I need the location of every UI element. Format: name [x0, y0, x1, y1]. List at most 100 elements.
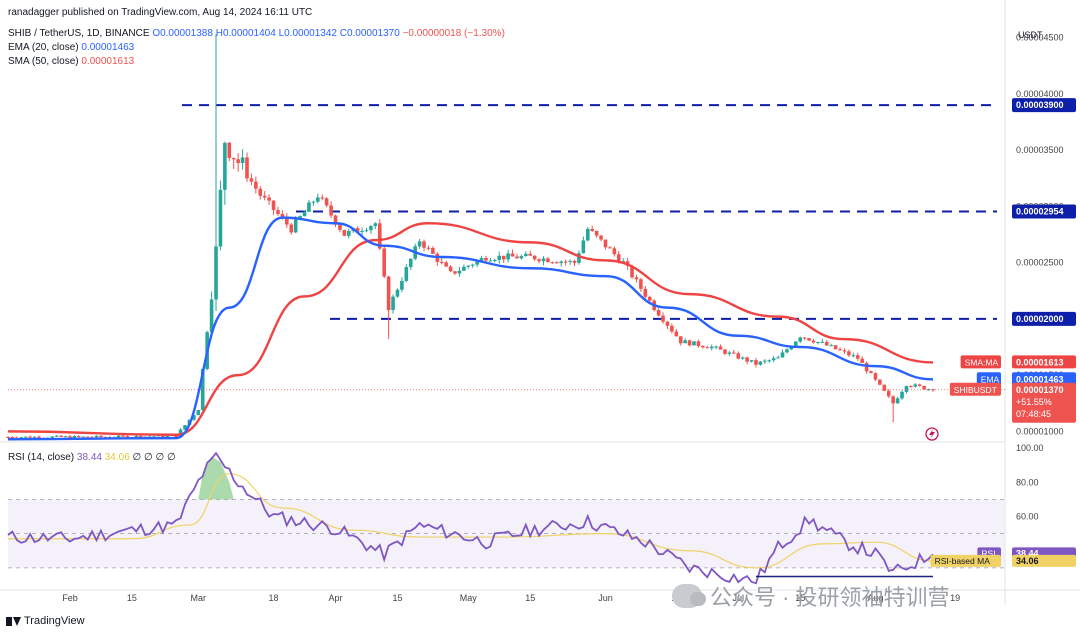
rsi-tag-name-bg: [930, 554, 1001, 567]
candle-body: [271, 200, 276, 211]
candle-body: [466, 265, 471, 267]
candle-body: [373, 223, 378, 227]
rsi-legend[interactable]: RSI (14, close) 38.44 34.06 ∅ ∅ ∅ ∅: [8, 452, 176, 463]
rsi-label: RSI (14, close): [8, 452, 75, 463]
sma50-line: [7, 222, 934, 436]
candle-body: [147, 436, 152, 438]
candle-body: [647, 296, 652, 301]
candle-body: [152, 436, 156, 438]
candle-body: [639, 279, 643, 289]
candle-body: [316, 197, 320, 202]
candle-body: [19, 437, 24, 439]
candle-body: [599, 235, 603, 240]
sma-value: 0.00001613: [81, 56, 135, 67]
rsi-tag-name: RSI: [981, 548, 995, 558]
lightning-icon: [925, 427, 939, 441]
candle-body: [267, 197, 271, 201]
candle-body: [563, 261, 568, 263]
candle-body: [395, 289, 400, 297]
candle-body: [559, 261, 564, 264]
rsi-tag-value: 38.44: [1016, 548, 1039, 558]
candle-body: [749, 360, 754, 362]
candle-body: [497, 255, 502, 260]
rsi-value: 38.44: [76, 452, 102, 463]
candle-body: [59, 435, 63, 437]
candle-body: [431, 247, 435, 254]
sma-legend[interactable]: SMA (50, close) 0.00001613: [8, 56, 134, 67]
candle-body: [838, 349, 842, 351]
candle-body: [550, 262, 555, 264]
candle-body: [555, 262, 559, 264]
candle-body: [763, 360, 767, 362]
ema-legend[interactable]: EMA (20, close) 0.00001463: [8, 42, 134, 53]
candle-body: [524, 253, 528, 257]
candle-body: [196, 410, 201, 416]
candle-body: [245, 157, 249, 179]
candle-body: [661, 315, 665, 322]
candle-body: [740, 357, 745, 359]
candle-body: [656, 310, 661, 316]
time-tick-label: 15: [392, 593, 402, 603]
time-tick-label: Jun: [598, 593, 613, 603]
price-tag-bg: [1012, 372, 1076, 386]
candle-body: [223, 142, 227, 190]
rsi-tick-label: 60.00: [1016, 512, 1039, 522]
rsi-line: [7, 451, 934, 585]
candle-body: [227, 142, 232, 158]
candle-body: [754, 360, 758, 365]
candle-body: [816, 341, 820, 343]
symbol-name[interactable]: SHIB / TetherUS, 1D, BINANCE: [8, 28, 150, 39]
candle-body: [444, 262, 448, 267]
candle-body: [453, 271, 457, 274]
candle-body: [28, 436, 32, 438]
time-tick-label: Feb: [62, 593, 78, 603]
candle-body: [54, 435, 59, 437]
candle-body: [909, 386, 913, 388]
symbol-legend: SHIB / TetherUS, 1D, BINANCE O0.00001388…: [8, 28, 505, 39]
candle-body: [714, 346, 718, 348]
candle-body: [926, 389, 931, 391]
candle-body: [377, 223, 382, 249]
candle-body: [134, 435, 139, 438]
level-tag: [1012, 98, 1076, 113]
candle-body: [329, 205, 333, 216]
candle-body: [50, 436, 55, 438]
candle-body: [922, 385, 926, 390]
tradingview-logo[interactable]: TradingView: [6, 615, 85, 627]
rsi-extra: ∅ ∅ ∅ ∅: [132, 452, 176, 463]
candle-body: [161, 435, 165, 438]
candle-body: [400, 280, 404, 290]
price-tag-name-bg: [949, 382, 1001, 396]
rsi-tag-bg: [1012, 554, 1076, 567]
candle-body: [338, 224, 342, 230]
candle-body: [333, 215, 338, 225]
candle-body: [546, 258, 550, 263]
candles: [6, 34, 935, 440]
rsi-overbought-fill: [198, 456, 234, 500]
candle-body: [236, 159, 240, 163]
candle-body: [10, 437, 15, 439]
candle-body: [758, 361, 763, 365]
rsi-tag-value: 34.06: [1016, 556, 1039, 566]
candle-body: [670, 325, 674, 332]
candle-body: [63, 436, 68, 438]
candle-body: [851, 355, 856, 357]
candle-body: [643, 288, 648, 297]
candle-body: [785, 349, 789, 353]
candle-body: [572, 260, 577, 263]
candle-body: [448, 266, 453, 272]
candle-body: [404, 267, 409, 281]
candle-body: [780, 352, 785, 358]
candle-body: [258, 188, 263, 196]
price-tag-value: 0.00001463: [1016, 374, 1064, 384]
level-tag-label: 0.00002000: [1016, 314, 1064, 324]
candle-body: [369, 226, 373, 231]
watermark-text: 公众号 · 投研领袖特训营: [710, 585, 950, 610]
candle-body: [81, 436, 86, 438]
candle-body: [209, 299, 214, 333]
candle-body: [718, 346, 723, 350]
candle-body: [532, 255, 537, 260]
candle-body: [842, 350, 847, 352]
candle-body: [342, 229, 347, 236]
